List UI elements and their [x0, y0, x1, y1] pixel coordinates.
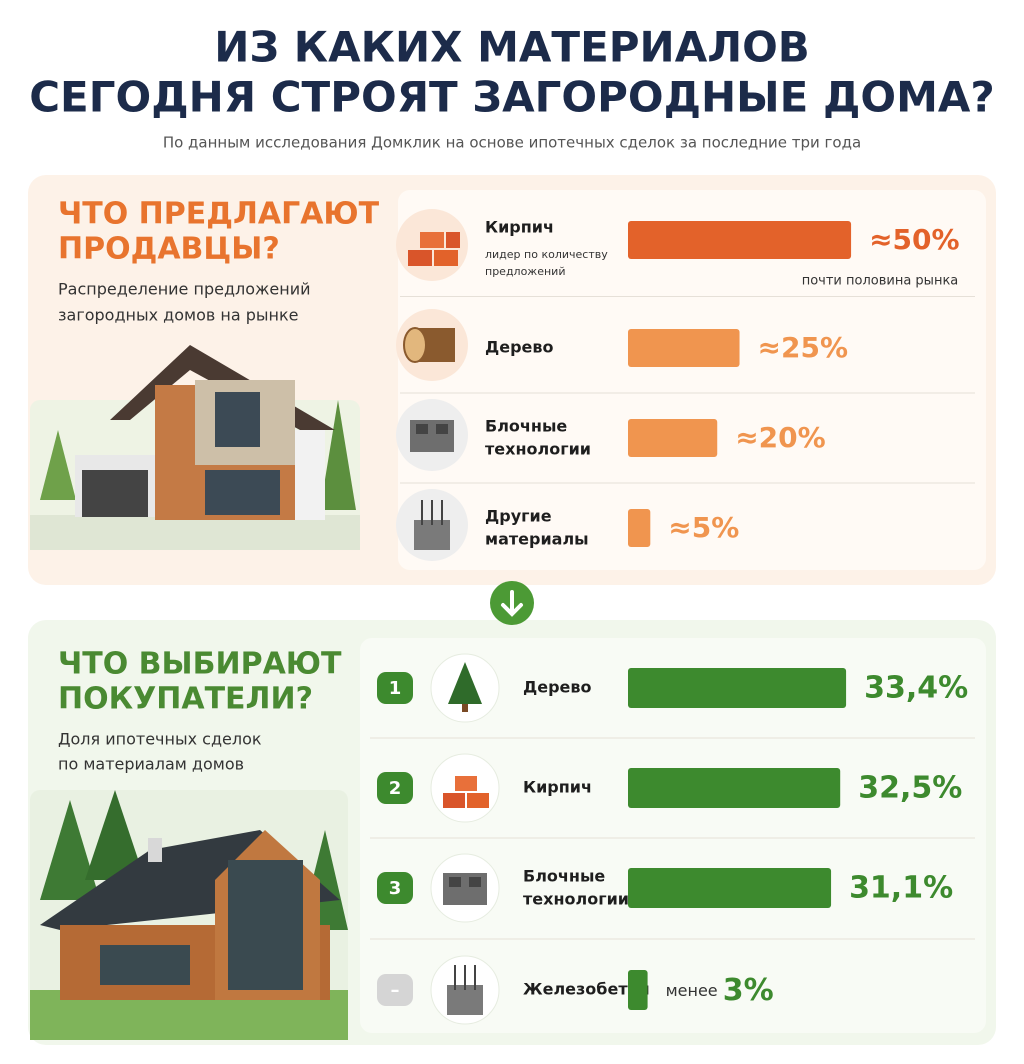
bar [628, 868, 832, 908]
section-title: ЧТО ПРЕДЛАГАЮТ [58, 197, 380, 232]
value-prefix: менее [666, 981, 723, 1000]
value-label: 31,1% [849, 871, 953, 906]
bar [628, 668, 847, 708]
block-icon [430, 853, 500, 923]
value-number: 3% [723, 973, 774, 1008]
concrete-icon [396, 489, 468, 561]
buyers-list-bg [360, 638, 986, 1033]
rank-badge [377, 672, 413, 704]
tree-icon [430, 653, 500, 723]
section-subtitle: Распределение предложений [58, 280, 311, 299]
sellers-list-bg [398, 190, 986, 570]
category-label: технологии [523, 890, 629, 909]
house-illustration [30, 345, 360, 550]
rank: 3 [389, 878, 402, 899]
category-label: Блочные [523, 867, 605, 886]
value-label: менее 3% [666, 973, 774, 1008]
bar [628, 221, 852, 259]
rank-badge [377, 772, 413, 804]
section-subtitle: загородных домов на рынке [58, 306, 299, 325]
value-label: 33,4% [864, 671, 968, 706]
section-title: ПОКУПАТЕЛИ? [58, 682, 313, 717]
category-label: Кирпич [485, 218, 554, 237]
category-note: предложений [485, 265, 565, 278]
category-label: Другие [485, 507, 552, 526]
category-note: лидер по количеству [485, 248, 608, 261]
concrete-icon [430, 955, 500, 1025]
rank-badge [377, 974, 413, 1006]
title: ИЗ КАКИХ МАТЕРИАЛОВ [214, 23, 810, 72]
bar [628, 329, 740, 367]
log-icon [396, 309, 468, 381]
brick-icon [396, 209, 468, 281]
subtitle: По данным исследования Домклик на основе… [163, 134, 861, 152]
section-subtitle: по материалам домов [58, 755, 244, 774]
category-label: Дерево [485, 338, 554, 357]
rank: 1 [389, 678, 402, 699]
category-label: технологии [485, 440, 591, 459]
arrow [501, 590, 523, 617]
category-label: Блочные [485, 417, 567, 436]
bar [628, 970, 648, 1010]
section-subtitle: Доля ипотечных сделок [58, 730, 262, 749]
section-title: ПРОДАВЦЫ? [58, 232, 280, 267]
value-label: ≈25% [758, 331, 848, 364]
bar [628, 509, 651, 547]
bar [628, 419, 718, 457]
rank: – [391, 980, 400, 1001]
title: СЕГОДНЯ СТРОЯТ ЗАГОРОДНЫЕ ДОМА? [29, 73, 995, 122]
bar [628, 768, 841, 808]
house-illustration [30, 790, 348, 1040]
value-label: 32,5% [858, 771, 962, 806]
annotation: почти половина рынка [802, 274, 959, 289]
rank-badge [377, 872, 413, 904]
section-title: ЧТО ВЫБИРАЮТ [58, 647, 342, 682]
category-label: Дерево [523, 678, 592, 697]
block-icon [396, 399, 468, 471]
category-label: Железобетон [523, 980, 650, 999]
category-label: материалы [485, 530, 589, 549]
category-label: Кирпич [523, 778, 592, 797]
brick-icon [430, 753, 500, 823]
value-label: ≈5% [668, 511, 739, 544]
value-label: ≈20% [735, 421, 825, 454]
rank: 2 [389, 778, 402, 799]
value-label: ≈50% [869, 223, 959, 256]
